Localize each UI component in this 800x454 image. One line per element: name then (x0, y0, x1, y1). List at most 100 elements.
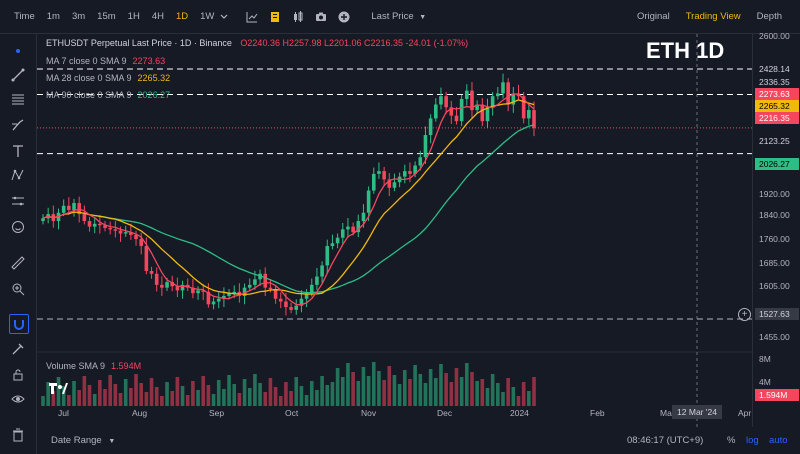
volume-bar (92, 394, 97, 406)
interval-1d[interactable]: 1D (175, 11, 189, 22)
candle-body (41, 218, 45, 222)
price-mode-select[interactable]: Last Price ▼ (365, 11, 432, 22)
candle-body (490, 96, 495, 108)
auto-toggle[interactable]: auto (769, 435, 788, 446)
candle-body (196, 290, 200, 294)
volume-bar (434, 378, 438, 406)
clock: 08:46:17 (UTC+9) (627, 435, 704, 446)
candle-body (216, 298, 221, 302)
volume-bar (402, 370, 407, 406)
interval-3m[interactable]: 3m (71, 11, 86, 22)
candle-body (108, 227, 112, 230)
candle-body (335, 237, 340, 244)
percent-toggle[interactable]: % (727, 435, 736, 446)
volume-bar (485, 388, 490, 406)
candle-body (496, 93, 500, 97)
candle-body (284, 301, 288, 308)
indicators-icon[interactable] (246, 11, 258, 23)
zoom-icon[interactable] (9, 280, 27, 298)
crosshair-icon[interactable] (9, 42, 27, 60)
candle-body (454, 115, 459, 122)
eye-icon[interactable] (9, 390, 27, 408)
log-toggle[interactable]: log (746, 435, 759, 446)
trendline-icon[interactable] (9, 66, 27, 84)
chart-area[interactable] (37, 34, 752, 427)
volume-bar (77, 390, 81, 406)
smile-icon[interactable] (9, 218, 27, 236)
candle-body (222, 295, 226, 299)
tag-2026: 2026.27 (755, 158, 799, 170)
volume-bar (263, 392, 268, 406)
volume-bar (206, 385, 211, 406)
interval-4h[interactable]: 4H (151, 11, 164, 22)
add-icon[interactable] (338, 11, 350, 23)
trash-icon[interactable] (9, 426, 27, 444)
volume-bar (165, 382, 169, 406)
interval-1w[interactable]: 1W (200, 11, 215, 22)
date-range-button[interactable]: Date Range ▼ (51, 435, 115, 446)
volume-bar (356, 381, 361, 406)
interval-1m[interactable]: 1m (46, 11, 60, 22)
volume-bar (304, 395, 309, 406)
candles-icon[interactable] (292, 10, 304, 23)
interval-1h[interactable]: 1H (127, 11, 140, 22)
volume-bar (175, 377, 180, 406)
ma7-label: MA 7 close 0 SMA 9 (46, 56, 127, 66)
volume-bar (211, 394, 216, 406)
lock-draw-icon[interactable] (9, 340, 27, 358)
candle-body (330, 243, 335, 247)
date-range-label: Date Range (51, 435, 102, 446)
price-axis[interactable]: 2600.00 1920.00 1840.00 1760.00 1685.00 … (752, 31, 800, 427)
candle-body (191, 287, 195, 294)
tag-2265: 2265.32 (755, 100, 799, 112)
interval-15m[interactable]: 15m (97, 11, 116, 22)
interval-time[interactable]: Time (14, 11, 35, 22)
ma90-line (94, 124, 535, 294)
volume-bar (46, 382, 50, 406)
candle-body (170, 282, 175, 287)
candle-body (351, 226, 355, 233)
fib-icon[interactable] (9, 90, 27, 108)
chevron-down-icon[interactable] (220, 11, 228, 23)
brush-icon[interactable] (9, 116, 27, 134)
candle-body (123, 232, 128, 234)
volume-bar (454, 368, 459, 406)
ruler-icon[interactable] (9, 254, 27, 272)
ma28-line (42, 99, 535, 296)
candle-body (294, 305, 299, 310)
ma7-line (42, 93, 535, 306)
x-label-jul: Jul (58, 408, 69, 418)
volume-bar (227, 375, 231, 406)
ma7-value: 2273.63 (132, 56, 166, 66)
volume-bar (449, 382, 454, 406)
volume-bar (41, 396, 45, 406)
volume-bar (180, 386, 185, 406)
pattern-icon[interactable] (9, 166, 27, 184)
volume-bar (506, 378, 510, 406)
volume-bar (418, 374, 423, 406)
candle-body (444, 96, 448, 108)
magnet-icon[interactable] (9, 314, 29, 334)
ohlc-values: O2240.36 H2257.98 L2201.06 C2216.35 -24.… (240, 38, 469, 48)
view-original[interactable]: Original (636, 11, 670, 22)
volume-bar (139, 383, 143, 406)
candle-body (408, 171, 412, 174)
view-tradingview[interactable]: Trading View (685, 11, 741, 22)
volume-bar (61, 386, 66, 406)
price-chart[interactable] (37, 34, 752, 427)
text-icon[interactable] (9, 142, 27, 160)
volume-bar (82, 376, 87, 406)
view-depth[interactable]: Depth (756, 11, 782, 22)
candle-body (92, 223, 97, 227)
x-label-oct: Oct (285, 408, 299, 418)
x-label-nov: Nov (361, 408, 377, 418)
templates-icon[interactable] (269, 11, 281, 23)
candle-body (480, 104, 485, 122)
camera-icon[interactable] (315, 11, 327, 23)
measure-icon[interactable] (9, 192, 27, 210)
lock-icon[interactable] (9, 366, 27, 384)
add-alert-icon[interactable]: + (738, 308, 751, 321)
candle-body (263, 273, 268, 288)
volume-bar (397, 384, 402, 406)
volume-bar (521, 382, 526, 406)
